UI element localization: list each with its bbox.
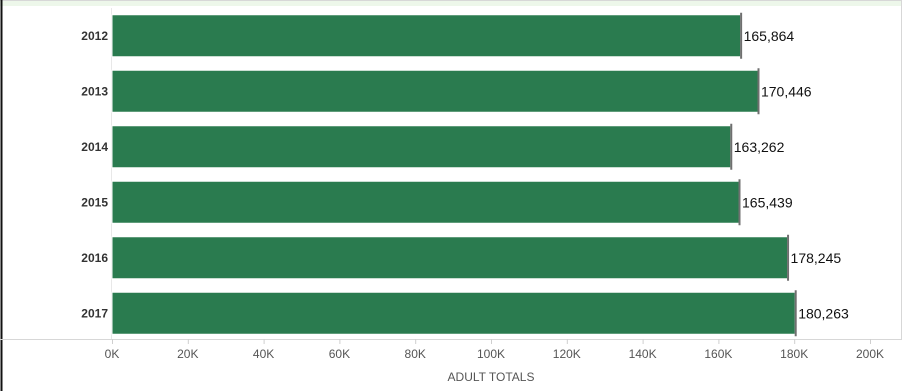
bar-2012 bbox=[111, 14, 742, 58]
value-label-2016: 178,245 bbox=[791, 250, 842, 266]
x-tick-label: 0K bbox=[105, 347, 120, 361]
x-tick-label: 60K bbox=[329, 347, 350, 361]
x-tick-label: 200K bbox=[856, 347, 884, 361]
value-label-2013: 170,446 bbox=[761, 83, 812, 99]
value-label-2017: 180,263 bbox=[798, 305, 849, 321]
x-tick-label: 160K bbox=[704, 347, 732, 361]
x-tick-label: 100K bbox=[477, 347, 505, 361]
category-label: 2016 bbox=[81, 251, 108, 265]
x-tick-label: 80K bbox=[405, 347, 426, 361]
top-band bbox=[0, 0, 902, 6]
x-tick-label: 40K bbox=[253, 347, 274, 361]
category-label: 2013 bbox=[81, 84, 108, 98]
x-tick-label: 20K bbox=[177, 347, 198, 361]
bar-2016 bbox=[111, 236, 789, 280]
bar-2013 bbox=[111, 69, 759, 113]
bar-2014 bbox=[111, 125, 732, 169]
category-label: 2015 bbox=[81, 195, 108, 209]
x-tick-label: 180K bbox=[780, 347, 808, 361]
bar-2015 bbox=[111, 180, 740, 224]
x-tick-label: 140K bbox=[629, 347, 657, 361]
value-label-2012: 165,864 bbox=[744, 28, 795, 44]
value-label-2015: 165,439 bbox=[742, 194, 793, 210]
category-label: 2012 bbox=[81, 29, 108, 43]
x-axis-title: ADULT TOTALS bbox=[448, 370, 535, 384]
category-label: 2017 bbox=[81, 306, 108, 320]
category-label: 2014 bbox=[81, 140, 108, 154]
bar-2017 bbox=[111, 291, 796, 335]
x-tick-label: 120K bbox=[553, 347, 581, 361]
value-label-2014: 163,262 bbox=[734, 139, 785, 155]
